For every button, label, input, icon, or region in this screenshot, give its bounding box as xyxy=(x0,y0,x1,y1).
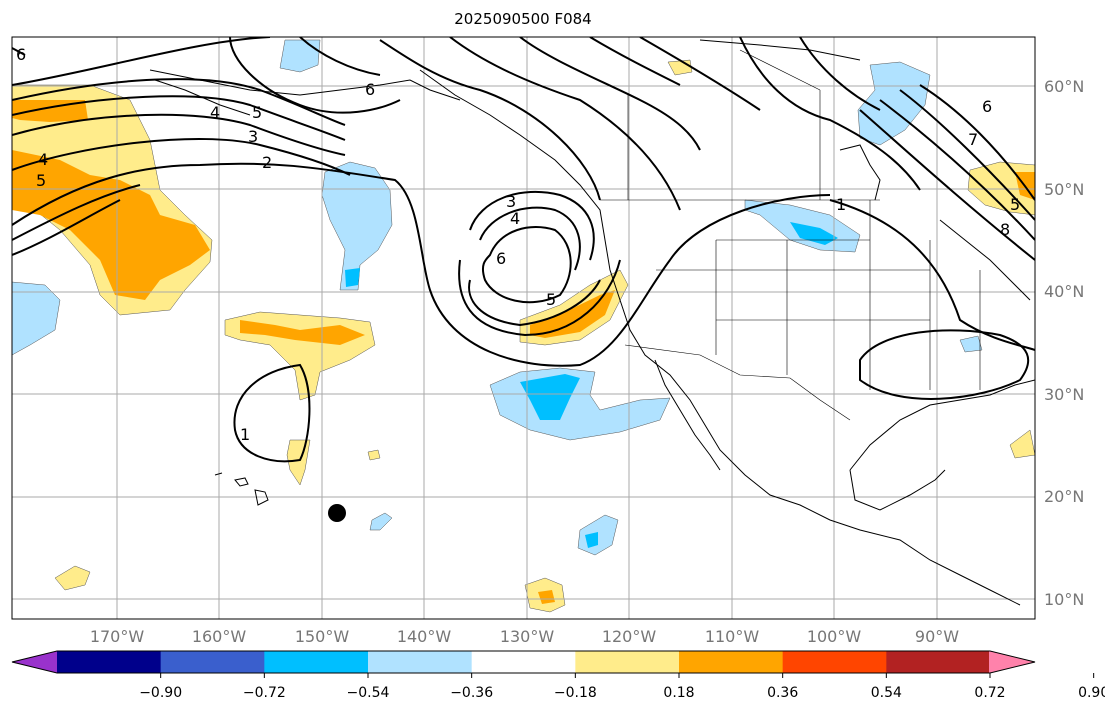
contour-label: 6 xyxy=(982,97,992,116)
coastlines xyxy=(149,39,1035,606)
latitude-labels: 60°N 50°N 40°N 30°N 20°N 10°N xyxy=(1044,77,1084,609)
lon-label: 140°W xyxy=(397,627,452,646)
colorbar-swatch xyxy=(57,651,162,673)
hawaiian-islands xyxy=(214,472,269,506)
colorbar-swatch xyxy=(160,651,265,673)
contour-label: 1 xyxy=(836,195,846,214)
colorbar-tick-label: 0.36 xyxy=(767,685,798,701)
contour-label: 6 xyxy=(496,249,506,268)
colorbar-tick-label: −0.72 xyxy=(243,685,286,701)
station-marker xyxy=(328,504,346,522)
contour-label: 8 xyxy=(1000,220,1010,239)
lat-label: 20°N xyxy=(1044,487,1084,506)
lat-label: 60°N xyxy=(1044,77,1084,96)
contour-lines xyxy=(12,37,1035,463)
shaded-anomaly-regions xyxy=(12,39,1035,613)
colorbar-tick-label: 0.18 xyxy=(663,685,694,701)
contour-label: 6 xyxy=(16,45,26,64)
contour-label: 4 xyxy=(210,103,220,122)
colorbar-tick-label: −0.18 xyxy=(554,685,597,701)
colorbar-extend-low xyxy=(12,651,58,673)
contour-label: 6 xyxy=(365,80,375,99)
colorbar-tick-label: 0.54 xyxy=(871,685,902,701)
lon-label: 100°W xyxy=(807,627,862,646)
colorbar-tick-label: 0.90 xyxy=(1078,685,1105,701)
lon-label: 160°W xyxy=(192,627,247,646)
lon-label: 170°W xyxy=(90,627,145,646)
colorbar-swatch xyxy=(679,651,784,673)
contour-label: 4 xyxy=(38,150,48,169)
colorbar-swatch xyxy=(264,651,369,673)
colorbar-outline xyxy=(11,650,1036,674)
longitude-labels: 170°W 160°W 150°W 140°W 130°W 120°W 110°… xyxy=(90,627,959,646)
lon-label: 110°W xyxy=(705,627,760,646)
contour-labels: 6 4 5 3 2 4 5 3 4 6 5 1 1 6 7 5 8 6 xyxy=(16,45,1020,444)
colorbar: −0.90 −0.72 −0.54 −0.36 −0.18 0.18 0.36 0.54 0.7… xyxy=(11,650,1105,701)
contour-label: 3 xyxy=(248,127,258,146)
contour-label: 5 xyxy=(1010,195,1020,214)
graticule xyxy=(12,37,1035,619)
colorbar-swatch xyxy=(575,651,680,673)
contour-label: 3 xyxy=(506,192,516,211)
colorbar-extend-high xyxy=(989,651,1035,673)
contour-label: 1 xyxy=(240,425,250,444)
lat-label: 10°N xyxy=(1044,590,1084,609)
colorbar-swatch xyxy=(886,651,991,673)
contour-label: 5 xyxy=(36,171,46,190)
lon-label: 130°W xyxy=(500,627,555,646)
colorbar-swatch xyxy=(782,651,887,673)
lat-label: 30°N xyxy=(1044,385,1084,404)
contour-label: 4 xyxy=(510,209,520,228)
lat-label: 40°N xyxy=(1044,282,1084,301)
map-frame xyxy=(11,36,1036,620)
map-title: 2025090500 F084 xyxy=(454,10,592,28)
contour-label: 7 xyxy=(968,130,978,149)
colorbar-tick-label: 0.72 xyxy=(974,685,1005,701)
lat-label: 50°N xyxy=(1044,180,1084,199)
lon-label: 150°W xyxy=(295,627,350,646)
contour-label: 5 xyxy=(546,290,556,309)
colorbar-tick-label: −0.36 xyxy=(450,685,493,701)
contour-label: 5 xyxy=(252,103,262,122)
colorbar-swatch xyxy=(368,651,473,673)
colorbar-tick-label: −0.90 xyxy=(139,685,182,701)
contour-label: 2 xyxy=(262,153,272,172)
lon-label: 90°W xyxy=(915,627,959,646)
colorbar-swatch xyxy=(471,651,576,673)
colorbar-tick-label: −0.54 xyxy=(347,685,390,701)
lon-label: 120°W xyxy=(602,627,657,646)
